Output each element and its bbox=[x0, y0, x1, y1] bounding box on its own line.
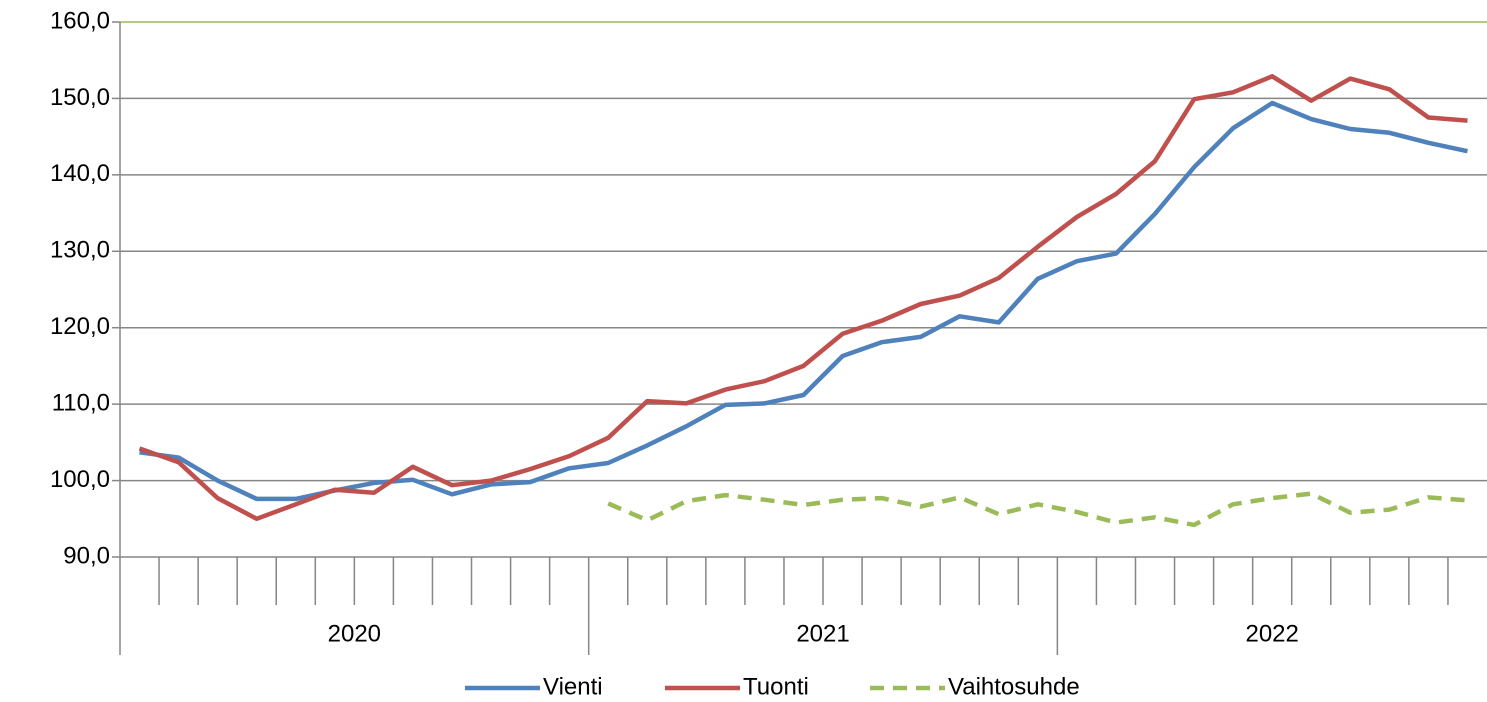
y-tick-label: 110,0 bbox=[52, 389, 110, 416]
y-tick-label: 130,0 bbox=[50, 237, 110, 264]
y-tick-label: 150,0 bbox=[50, 84, 110, 111]
x-group-label: 2022 bbox=[1245, 620, 1298, 647]
series-line bbox=[607, 491, 1468, 528]
x-group-label: 2021 bbox=[796, 620, 849, 647]
y-tick-label: 100,0 bbox=[50, 466, 110, 493]
y-tick-label: 90,0 bbox=[63, 542, 110, 569]
y-tick-label: 160,0 bbox=[50, 7, 110, 34]
series-line bbox=[138, 74, 1468, 522]
x-group-label: 2020 bbox=[328, 620, 381, 647]
legend-label: Vaihtosuhde bbox=[948, 673, 1080, 700]
y-tick-label: 140,0 bbox=[50, 160, 110, 187]
legend-label: Tuonti bbox=[743, 673, 809, 700]
y-tick-label: 120,0 bbox=[50, 313, 110, 340]
series-line bbox=[139, 100, 1468, 502]
legend-label: Vienti bbox=[543, 673, 603, 700]
